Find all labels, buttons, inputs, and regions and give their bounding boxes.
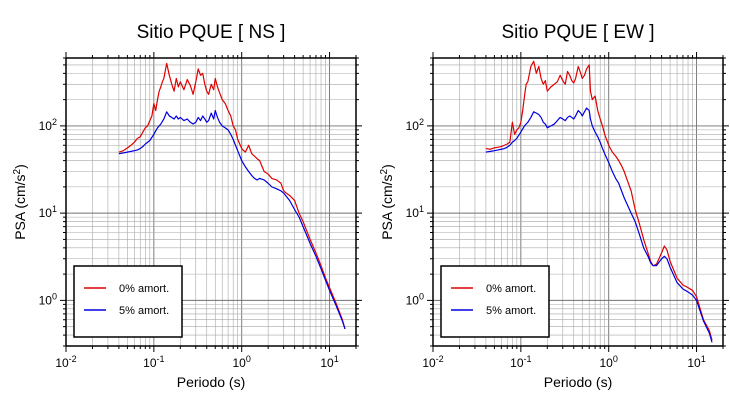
legend-label: 0% amort. (486, 283, 536, 295)
y-tick-label: 102 (406, 117, 424, 133)
legend-box (73, 265, 183, 338)
series-line-undamped (118, 62, 346, 330)
x-tick-label: 10-1 (510, 354, 531, 370)
legend: 0% amort. 5% amort. (440, 265, 550, 338)
x-tick-label: 101 (320, 354, 338, 370)
x-tick-label: 10-1 (143, 354, 164, 370)
y-tick-label: 100 (406, 291, 424, 307)
plot-frame (432, 57, 724, 347)
x-tick-label: 10-2 (55, 354, 76, 370)
plot-frame (65, 57, 357, 347)
series-line-undamped (485, 60, 713, 341)
legend-label: 0% amort. (119, 283, 169, 295)
chart-panel-2: Sitio PQUE [ EW ] 10-2 10-1 100 101 100 101 102… (379, 22, 729, 390)
x-axis-label: Periodo (s) (177, 374, 245, 390)
chart-title: Sitio PQUE [ EW ] (501, 22, 654, 43)
y-tick-label: 102 (39, 117, 57, 133)
grid-lines (65, 57, 357, 347)
x-axis-label: Periodo (s) (544, 374, 612, 390)
y-tick-label: 101 (39, 204, 57, 220)
x-tick-label: 10-2 (422, 354, 443, 370)
legend-label: 5% amort. (486, 305, 536, 317)
legend-label: 5% amort. (119, 305, 169, 317)
y-axis-label: PSA (cm/s2) (379, 164, 395, 240)
legend-box (440, 265, 550, 338)
y-tick-label: 101 (406, 204, 424, 220)
legend: 0% amort. 5% amort. (73, 265, 183, 338)
y-axis-label: PSA (cm/s2) (12, 164, 28, 240)
series-line-damped (118, 109, 346, 330)
series-line-damped (485, 107, 713, 343)
x-tick-label: 100 (600, 354, 618, 370)
chart-title: Sitio PQUE [ NS ] (137, 22, 286, 43)
x-tick-label: 101 (687, 354, 705, 370)
chart-panel-1: Sitio PQUE [ NS ] 10-2 10-1 100 101 100 101 102… (12, 22, 362, 390)
y-tick-label: 100 (39, 291, 57, 307)
x-tick-label: 100 (233, 354, 251, 370)
